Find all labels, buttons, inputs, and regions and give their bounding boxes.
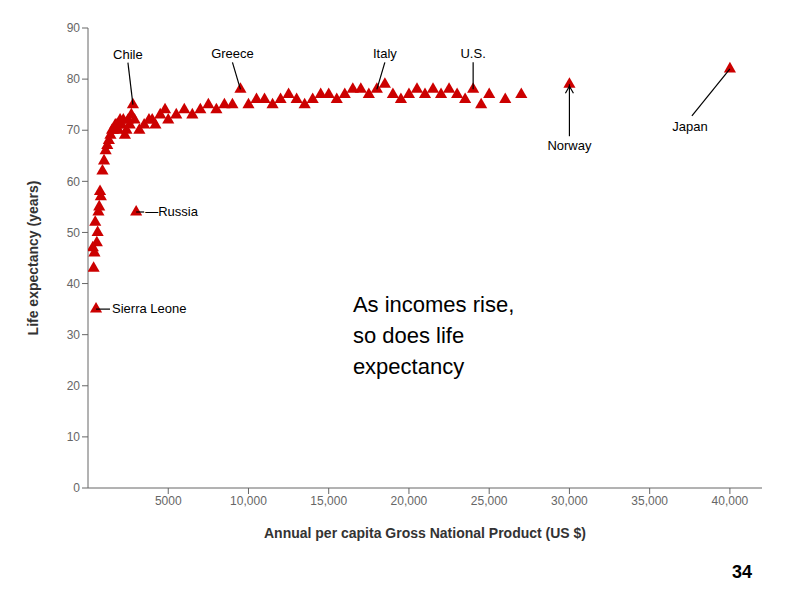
svg-text:Sierra Leone: Sierra Leone [112, 301, 186, 316]
svg-text:10,000: 10,000 [230, 494, 267, 508]
svg-text:Annual per capita Gross Nation: Annual per capita Gross National Product… [264, 525, 586, 541]
svg-text:Chile: Chile [113, 47, 143, 62]
svg-text:25,000: 25,000 [471, 494, 508, 508]
svg-text:50: 50 [67, 226, 81, 240]
svg-text:30: 30 [67, 328, 81, 342]
svg-text:90: 90 [67, 21, 81, 35]
svg-text:40,000: 40,000 [712, 494, 749, 508]
svg-text:10: 10 [67, 430, 81, 444]
svg-text:35,000: 35,000 [631, 494, 668, 508]
svg-text:40: 40 [67, 277, 81, 291]
svg-text:20: 20 [67, 379, 81, 393]
svg-text:Life expectancy (years): Life expectancy (years) [25, 181, 41, 336]
svg-text:Norway: Norway [547, 138, 592, 153]
svg-text:70: 70 [67, 123, 81, 137]
svg-text:15,000: 15,000 [310, 494, 347, 508]
svg-text:Greece: Greece [211, 46, 254, 61]
svg-text:Italy: Italy [373, 46, 397, 61]
svg-text:60: 60 [67, 175, 81, 189]
svg-text:—Russia: —Russia [145, 204, 199, 219]
html-text:34: 34 [732, 562, 752, 582]
svg-text:30,000: 30,000 [551, 494, 588, 508]
html-text:As incomes rise, so does life: As incomes rise, so does life expectancy [352, 292, 515, 379]
svg-text:Japan: Japan [672, 119, 707, 134]
svg-text:U.S.: U.S. [460, 46, 485, 61]
svg-text:5000: 5000 [155, 494, 182, 508]
svg-text:20,000: 20,000 [391, 494, 428, 508]
svg-text:80: 80 [67, 72, 81, 86]
svg-text:0: 0 [73, 481, 80, 495]
